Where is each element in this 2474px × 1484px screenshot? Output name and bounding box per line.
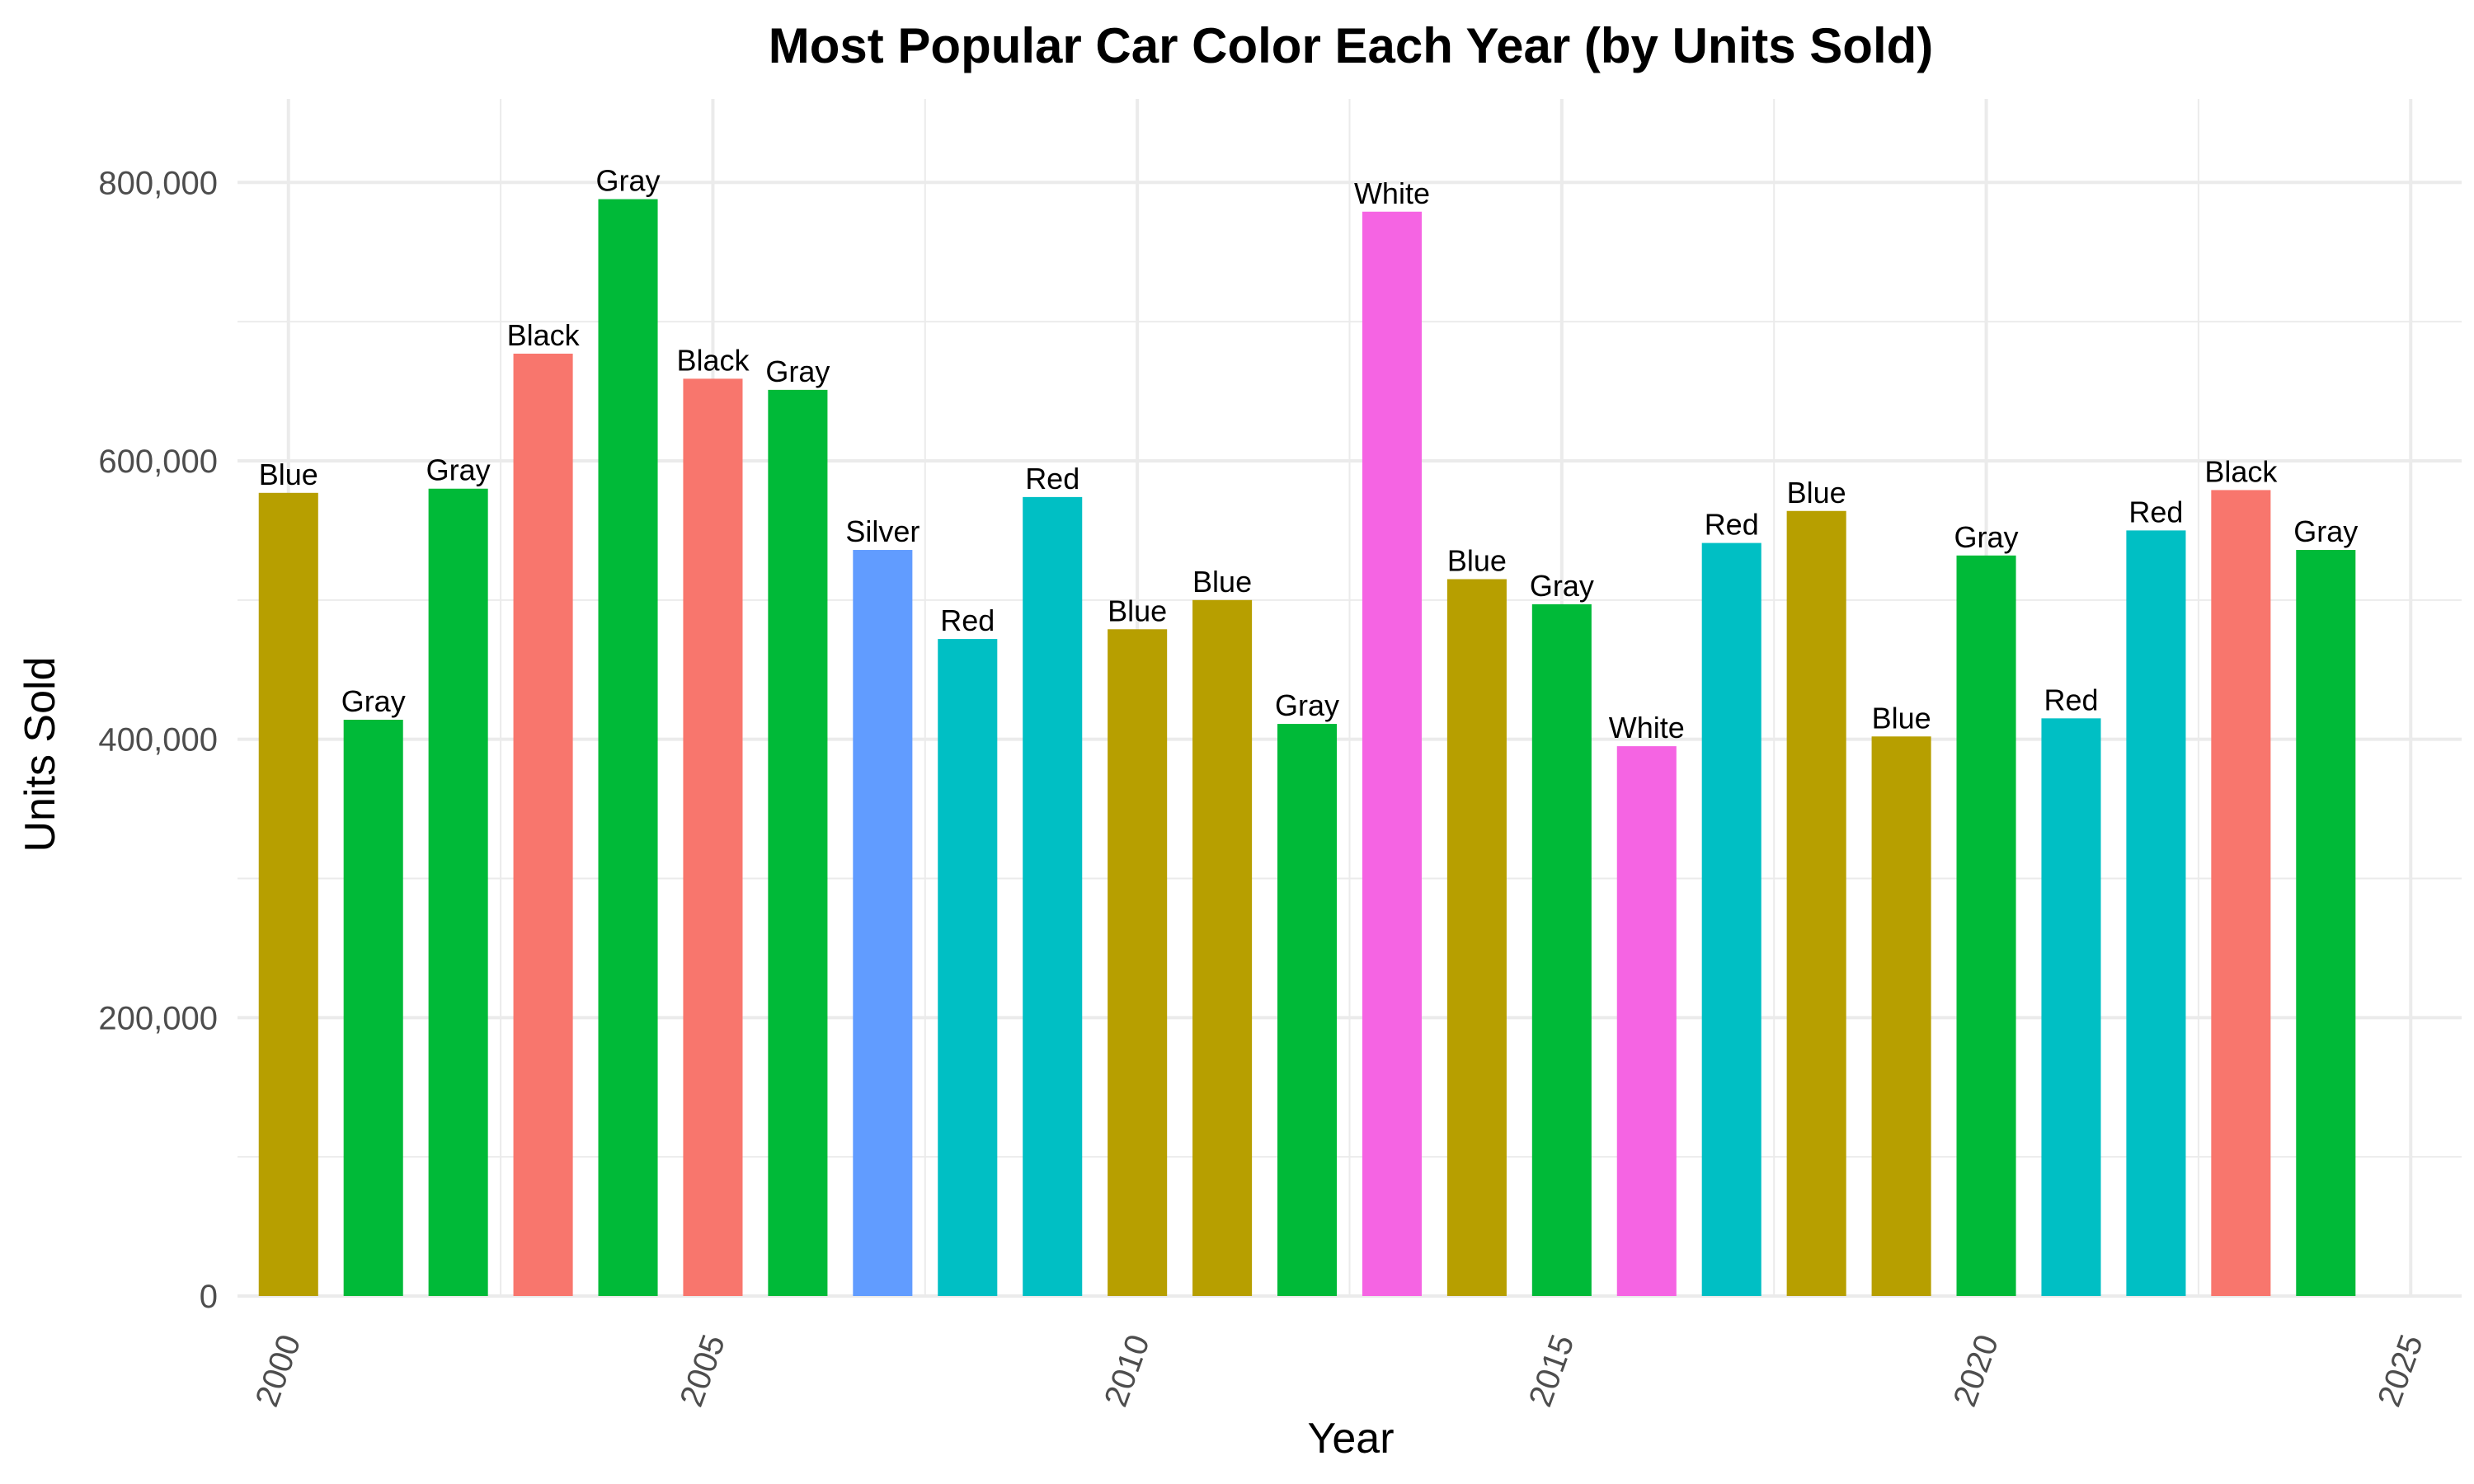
- bar-2024: [2296, 550, 2356, 1296]
- bar-2008: [938, 639, 998, 1296]
- bar-label-2005: Black: [676, 343, 750, 377]
- bars: [258, 199, 2356, 1297]
- bar-label-2018: Blue: [1787, 476, 1846, 510]
- bar-2010: [1108, 629, 1168, 1296]
- bar-label-2012: Gray: [1275, 688, 1339, 722]
- bar-label-2013: White: [1354, 176, 1430, 210]
- bar-2000: [258, 492, 318, 1296]
- y-axis-ticks: 0 200,000 400,000 600,000 800,000: [98, 165, 218, 1315]
- bar-label-2020: Gray: [1954, 520, 2019, 554]
- bar-label-2010: Blue: [1108, 594, 1167, 627]
- y-tick-label: 0: [200, 1279, 218, 1315]
- bar-label-2011: Blue: [1192, 565, 1252, 599]
- bar-label-2006: Gray: [765, 355, 830, 388]
- bar-label-2015: Gray: [1530, 569, 1594, 603]
- bar-label-2009: Red: [1025, 462, 1079, 495]
- y-tick-label: 800,000: [98, 165, 218, 201]
- bar-label-2022: Red: [2128, 495, 2183, 528]
- y-tick-label: 600,000: [98, 444, 218, 480]
- bar-2022: [2126, 530, 2186, 1296]
- bar-2002: [428, 488, 488, 1296]
- bar-label-2004: Gray: [596, 164, 661, 198]
- bar-2020: [1956, 555, 2016, 1296]
- bar-2012: [1277, 724, 1338, 1296]
- bar-label-2016: White: [1609, 711, 1685, 744]
- bar-2016: [1616, 746, 1677, 1296]
- bar-label-2003: Black: [507, 318, 581, 352]
- bar-label-2019: Blue: [1872, 701, 1931, 735]
- bar-2018: [1786, 510, 1846, 1296]
- bar-2007: [853, 550, 913, 1296]
- bar-2011: [1192, 599, 1253, 1296]
- bar-2005: [683, 378, 743, 1296]
- bar-2001: [343, 720, 403, 1296]
- bar-label-2023: Black: [2204, 454, 2278, 488]
- y-axis-title: Units Sold: [16, 657, 64, 852]
- bar-label-2017: Red: [1705, 508, 1759, 542]
- chart-title: Most Popular Car Color Each Year (by Uni…: [769, 18, 1934, 73]
- bar-2003: [513, 353, 573, 1296]
- bar-2017: [1701, 542, 1761, 1296]
- bar-label-2014: Blue: [1447, 543, 1507, 577]
- bar-label-2008: Red: [940, 603, 995, 637]
- bar-label-2001: Gray: [341, 684, 406, 718]
- bar-2013: [1362, 211, 1422, 1296]
- x-axis-title: Year: [1307, 1415, 1394, 1463]
- bar-2006: [768, 389, 828, 1297]
- bar-labels: Blue Gray Gray Black Gray Black Gray Silver Red R…: [259, 164, 2359, 745]
- y-tick-label: 200,000: [98, 1000, 218, 1036]
- bar-2021: [2041, 718, 2101, 1296]
- bar-2023: [2211, 490, 2271, 1296]
- y-tick-label: 400,000: [98, 722, 218, 758]
- bar-label-2000: Blue: [259, 458, 318, 491]
- bar-label-2021: Red: [2044, 683, 2098, 716]
- bar-label-2002: Gray: [426, 453, 491, 487]
- bar-label-2024: Gray: [2293, 514, 2358, 548]
- bar-2015: [1531, 603, 1592, 1296]
- bar-2014: [1446, 579, 1507, 1296]
- bar-2009: [1023, 496, 1083, 1296]
- bar-label-2007: Silver: [845, 514, 920, 548]
- bar-2019: [1871, 736, 1931, 1296]
- bar-2004: [598, 199, 658, 1297]
